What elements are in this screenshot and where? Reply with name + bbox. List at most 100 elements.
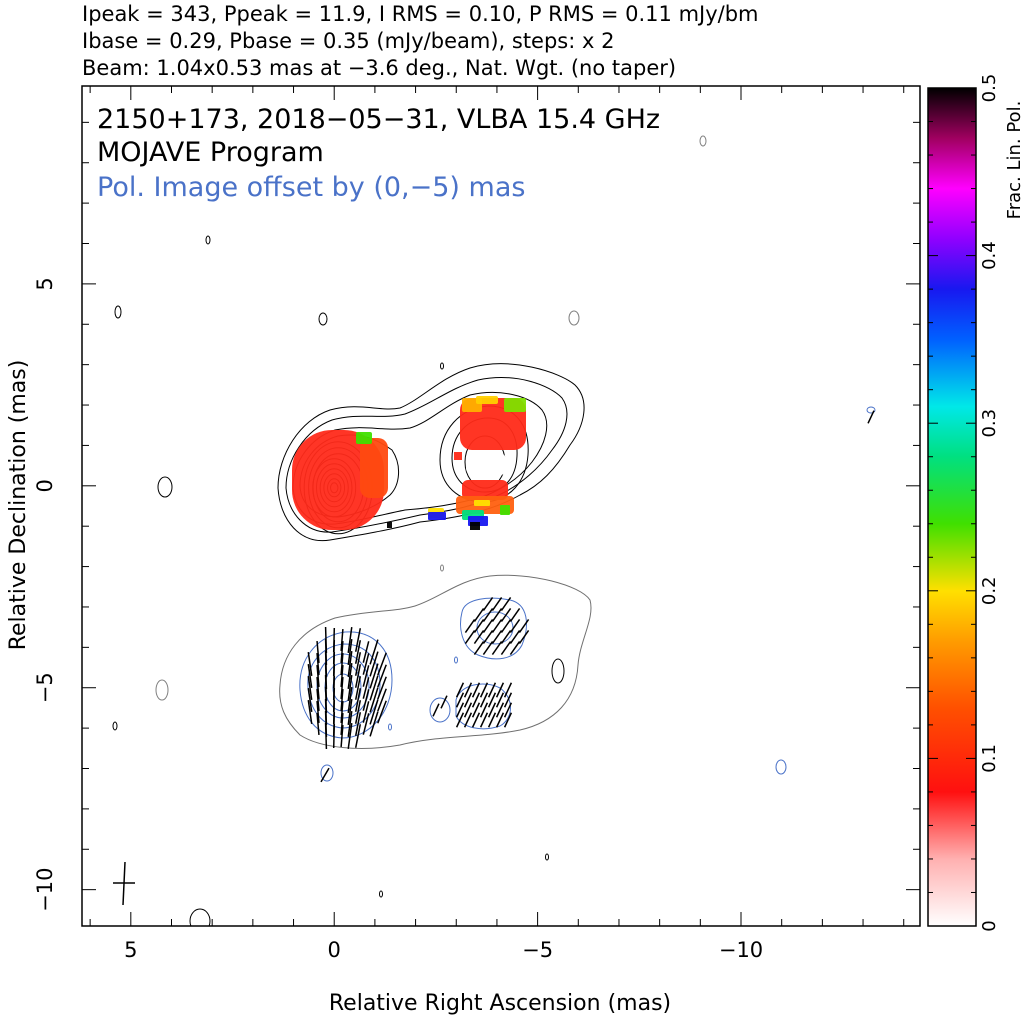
evpa-vector	[377, 664, 387, 688]
evpa-vector	[377, 700, 387, 724]
frac-pol-pixel-patch	[476, 396, 498, 404]
evpa-vector	[369, 699, 379, 725]
header-line-2: Ibase = 0.29, Pbase = 0.35 (mJy/beam), s…	[82, 29, 615, 53]
evpa-vector	[482, 619, 494, 633]
noise-contour	[440, 564, 444, 572]
fractional-polarization-colour-image	[292, 396, 526, 530]
evpa-vector	[464, 630, 476, 644]
evpa-vector	[464, 619, 476, 633]
evpa-vector	[369, 663, 379, 689]
axes: 5 0 −5 −10 5 0 −5 −10	[33, 86, 920, 962]
evpa-vector	[340, 688, 344, 712]
noise-contour	[189, 908, 211, 926]
map-title: 2150+173, 2018−05−31, VLBA 15.4 GHz	[97, 104, 660, 135]
noise-contour	[699, 135, 707, 147]
noise-contour	[114, 305, 122, 319]
evpa-vector	[479, 692, 489, 708]
evpa-vector	[491, 608, 503, 622]
evpa-vector	[347, 651, 353, 677]
evpa-vector	[354, 676, 362, 700]
evpa-vector	[471, 712, 481, 728]
evpa-vector	[518, 619, 530, 633]
evpa-vector	[503, 682, 513, 698]
pol-offset-note: Pol. Image offset by (0,−5) mas	[97, 172, 525, 203]
x-tick-label: 5	[124, 938, 137, 962]
y-tick-label: 0	[33, 479, 57, 492]
evpa-vector	[473, 641, 485, 655]
evpa-vector	[491, 597, 503, 611]
noise-contour	[112, 721, 118, 731]
noise-contour	[775, 759, 787, 775]
y-tick-label: −10	[33, 867, 57, 911]
evpa-vector	[347, 723, 353, 749]
evpa-vector	[316, 640, 320, 664]
colorbar-tick-label: 0.5	[979, 74, 1000, 103]
evpa-vector	[509, 619, 521, 633]
evpa-vector	[509, 641, 521, 655]
evpa-vector	[340, 652, 344, 676]
evpa-vector	[479, 712, 489, 728]
evpa-vector	[479, 702, 489, 718]
restoring-beam-cross	[113, 861, 135, 906]
evpa-vector	[471, 682, 481, 698]
pol-intensity-contour	[324, 662, 362, 712]
evpa-vector	[369, 639, 379, 665]
plot-frame	[81, 85, 921, 927]
offset-intensity-contour	[279, 574, 592, 749]
evpa-vector	[369, 711, 379, 737]
evpa-vector	[307, 688, 313, 712]
evpa-vector	[340, 724, 344, 748]
y-tick-label: 5	[33, 277, 57, 290]
evpa-vector	[354, 664, 362, 688]
evpa-vector	[347, 699, 353, 725]
frac-pol-pixel-patch	[500, 505, 510, 515]
colorbar-frame	[927, 87, 977, 927]
evpa-vector	[316, 688, 320, 712]
evpa-vector	[362, 641, 370, 663]
noise-contour	[155, 679, 169, 701]
pol-intensity-contour	[455, 683, 511, 730]
noise-contour	[318, 312, 328, 326]
evpa-vector	[487, 692, 497, 708]
intensity-contour	[285, 377, 568, 533]
x-tick-label: −10	[719, 938, 763, 962]
pol-intensity-contour	[388, 723, 392, 731]
frac-pol-pixel-patch	[428, 512, 446, 520]
y-axis-label: Relative Declination (mas)	[6, 360, 31, 651]
evpa-vector	[503, 702, 513, 718]
evpa-vector	[362, 665, 370, 687]
evpa-vector	[495, 692, 505, 708]
evpa-vector	[482, 597, 494, 611]
evpa-vector	[432, 703, 440, 717]
frac-pol-pixel-patch	[454, 452, 462, 460]
evpa-vector	[347, 663, 353, 689]
y-tick-label: −5	[33, 672, 57, 703]
evpa-vector	[491, 630, 503, 644]
evpa-vector	[316, 700, 320, 724]
evpa-vector	[509, 608, 521, 622]
frac-pol-pixel-patch	[474, 500, 490, 506]
noise-contour	[379, 890, 383, 898]
noise-contour	[157, 476, 173, 498]
noise-contour	[551, 658, 565, 684]
evpa-vector	[473, 619, 485, 633]
evpa-vector	[307, 664, 313, 688]
evpa-vector	[347, 711, 353, 737]
evpa-vector	[487, 702, 497, 718]
frac-pol-pixel-patch	[387, 522, 392, 528]
evpa-vector	[440, 695, 448, 709]
frac-pol-gap	[466, 452, 506, 476]
evpa-vector	[354, 700, 362, 724]
evpa-vector	[354, 712, 362, 736]
frac-pol-pixel-patch	[462, 480, 508, 500]
evpa-ticks	[307, 410, 875, 783]
frac-pol-pixel-patch	[470, 522, 480, 530]
evpa-vector	[354, 652, 362, 676]
evpa-vector	[340, 712, 344, 736]
header-line-1: Ipeak = 343, Ppeak = 11.9, I RMS = 0.10,…	[82, 2, 759, 26]
evpa-vector	[500, 597, 512, 611]
colorbar-label: Frac. Lin. Pol.	[1004, 101, 1025, 220]
noise-contour	[866, 406, 876, 414]
evpa-vector	[340, 628, 344, 652]
